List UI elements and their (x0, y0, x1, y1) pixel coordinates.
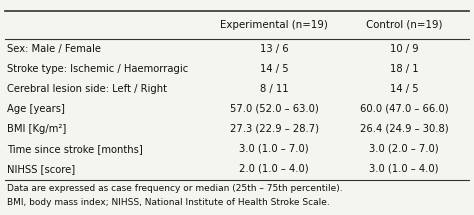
Text: 18 / 1: 18 / 1 (390, 64, 419, 74)
Text: NIHSS [score]: NIHSS [score] (7, 164, 75, 174)
Text: Cerebral lesion side: Left / Right: Cerebral lesion side: Left / Right (7, 84, 167, 94)
Text: 26.4 (24.9 – 30.8): 26.4 (24.9 – 30.8) (360, 124, 448, 134)
Text: 27.3 (22.9 – 28.7): 27.3 (22.9 – 28.7) (230, 124, 319, 134)
Text: Stroke type: Ischemic / Haemorragic: Stroke type: Ischemic / Haemorragic (7, 64, 188, 74)
Text: 14 / 5: 14 / 5 (390, 84, 419, 94)
Text: 3.0 (1.0 – 4.0): 3.0 (1.0 – 4.0) (369, 164, 439, 174)
Text: Control (n=19): Control (n=19) (366, 20, 442, 30)
Text: 10 / 9: 10 / 9 (390, 44, 419, 54)
Text: 8 / 11: 8 / 11 (260, 84, 289, 94)
Text: 3.0 (1.0 – 7.0): 3.0 (1.0 – 7.0) (239, 144, 309, 154)
Text: BMI [Kg/m²]: BMI [Kg/m²] (7, 124, 66, 134)
Text: 57.0 (52.0 – 63.0): 57.0 (52.0 – 63.0) (230, 104, 319, 114)
Text: 3.0 (2.0 – 7.0): 3.0 (2.0 – 7.0) (369, 144, 439, 154)
Text: BMI, body mass index; NIHSS, National Institute of Health Stroke Scale.: BMI, body mass index; NIHSS, National In… (7, 198, 330, 207)
Text: Experimental (n=19): Experimental (n=19) (220, 20, 328, 30)
Text: 14 / 5: 14 / 5 (260, 64, 289, 74)
Text: Time since stroke [months]: Time since stroke [months] (7, 144, 143, 154)
Text: 13 / 6: 13 / 6 (260, 44, 289, 54)
Text: Age [years]: Age [years] (7, 104, 65, 114)
Text: Sex: Male / Female: Sex: Male / Female (7, 44, 101, 54)
Text: 2.0 (1.0 – 4.0): 2.0 (1.0 – 4.0) (239, 164, 309, 174)
Text: Data are expressed as case frequency or median (25th – 75th percentile).: Data are expressed as case frequency or … (7, 184, 343, 193)
Text: 60.0 (47.0 – 66.0): 60.0 (47.0 – 66.0) (360, 104, 448, 114)
